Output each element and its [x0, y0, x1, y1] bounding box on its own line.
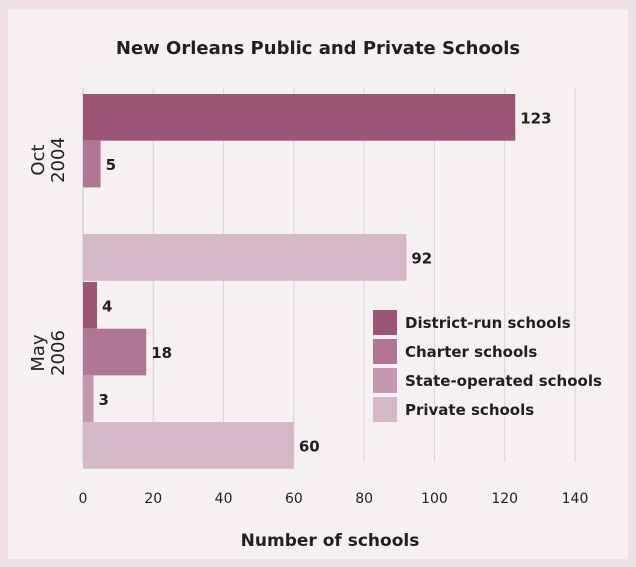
- bar: [83, 140, 101, 188]
- data-label: 5: [106, 156, 116, 174]
- data-label: 4: [102, 297, 112, 315]
- x-tick-label: 60: [285, 491, 303, 507]
- bar: [83, 94, 516, 141]
- data-label: 123: [520, 109, 551, 127]
- x-tick-label: 20: [144, 491, 162, 507]
- category-label: Oct2004: [28, 137, 69, 183]
- legend-label: Private schools: [405, 401, 534, 419]
- x-tick-label: 40: [215, 491, 233, 507]
- x-tick-label: 100: [421, 491, 448, 507]
- x-tick-label: 120: [491, 491, 518, 507]
- bar: [83, 282, 98, 329]
- data-label: 60: [299, 437, 320, 455]
- bar: [83, 234, 407, 281]
- legend-swatch: [373, 397, 397, 422]
- x-tick-label: 140: [562, 491, 589, 507]
- legend-swatch: [373, 368, 397, 393]
- x-tick-label: 0: [79, 491, 88, 507]
- legend-swatch: [373, 339, 397, 364]
- x-tick-label: 80: [355, 491, 373, 507]
- bar: [83, 375, 94, 423]
- data-label: 18: [151, 344, 172, 362]
- legend-label: District-run schools: [405, 314, 571, 332]
- data-label: 3: [99, 391, 109, 409]
- data-label: 92: [411, 249, 432, 267]
- bar: [83, 328, 147, 376]
- chart-title: New Orleans Public and Private Schools: [115, 38, 521, 59]
- legend-label: State-operated schools: [405, 372, 602, 390]
- legend-label: Charter schools: [405, 343, 537, 361]
- x-axis-title: Number of schools: [240, 531, 420, 551]
- category-label: May2006: [28, 330, 69, 376]
- legend-swatch: [373, 310, 397, 335]
- bar: [83, 422, 294, 469]
